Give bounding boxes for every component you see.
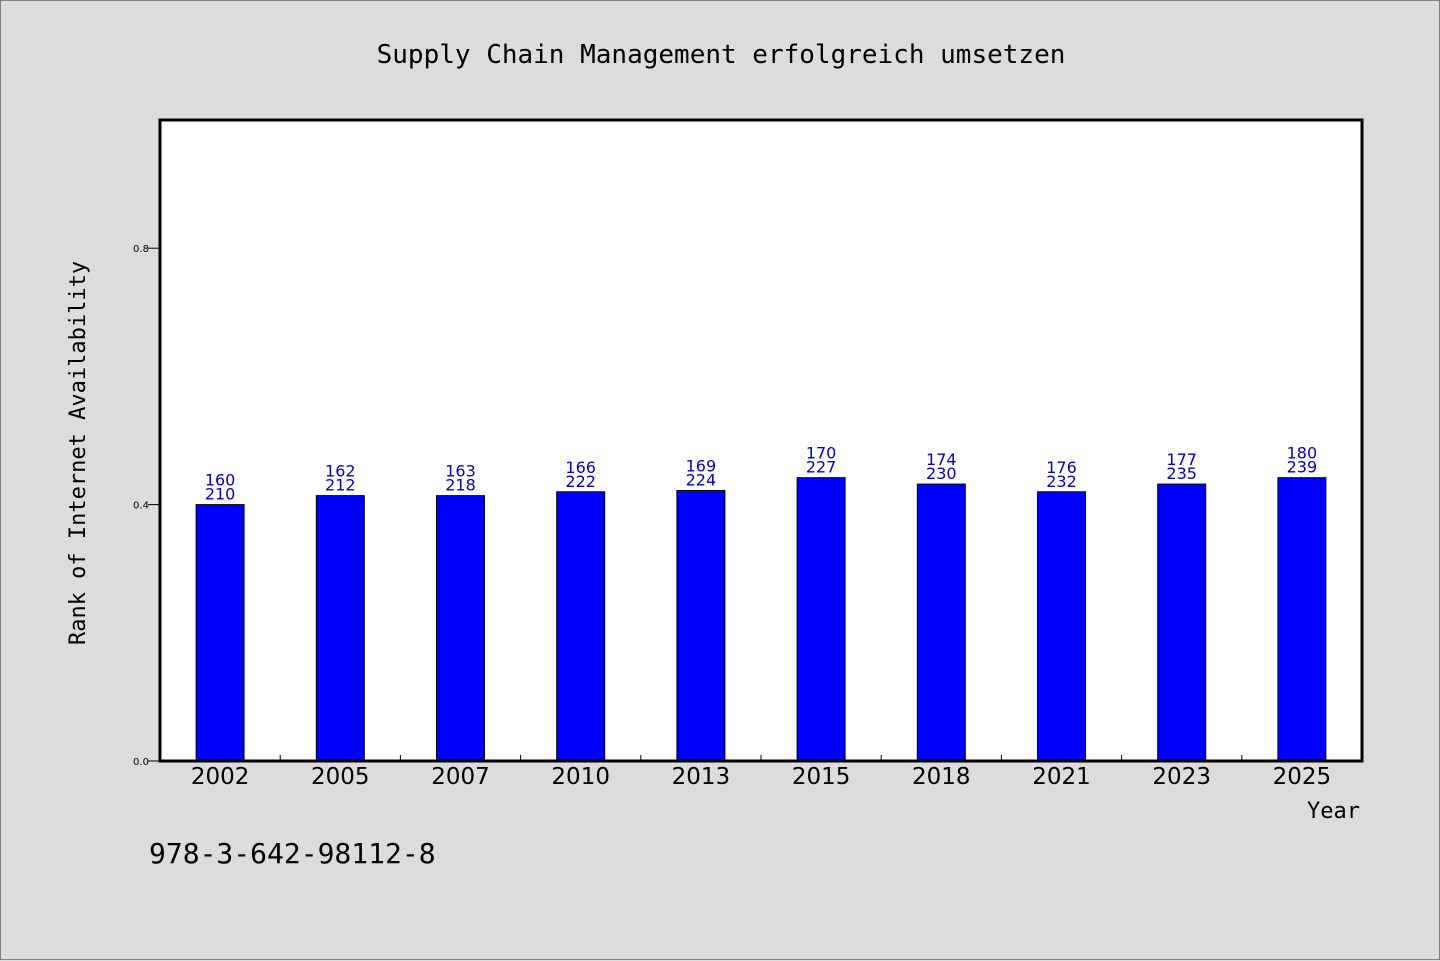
bar-2023 xyxy=(1157,483,1207,762)
bar-2007 xyxy=(436,495,485,762)
y-axis-label: Rank of Internet Availability xyxy=(66,261,91,645)
bar-2010 xyxy=(556,491,606,762)
data-label-bottom: 235 xyxy=(1166,464,1197,483)
data-label-bottom: 224 xyxy=(686,470,717,489)
bar-2015 xyxy=(796,477,846,762)
y-ticks-group: 0.0 0.4 0.8 xyxy=(133,244,160,768)
plot-border xyxy=(158,118,1364,763)
data-label-top: 180 xyxy=(1287,444,1318,463)
x-tick-label: 2025 xyxy=(1273,764,1332,790)
data-label-top: 176 xyxy=(1046,458,1077,477)
bar-2013 xyxy=(676,489,726,762)
x-tick-label: 2010 xyxy=(551,764,610,790)
data-label-top: 169 xyxy=(686,456,717,475)
data-label-bottom: 222 xyxy=(565,472,596,491)
y-tick-label: 0.8 xyxy=(133,244,149,255)
x-ticks-group: 2002 2005 2007 2010 2013 2015 2018 2021 2023 2025 xyxy=(191,755,1331,790)
x-tick-label: 2005 xyxy=(311,764,370,790)
chart-title: Supply Chain Management erfolgreich umse… xyxy=(377,40,1066,70)
x-axis-label: Year xyxy=(1307,799,1360,824)
x-tick-label: 2015 xyxy=(792,764,851,790)
bar-2002 xyxy=(195,504,245,762)
bar-2018 xyxy=(916,483,966,762)
data-label-top: 174 xyxy=(926,450,957,469)
bar-2025 xyxy=(1277,477,1327,762)
x-tick-label: 2002 xyxy=(191,764,250,790)
data-label-bottom: 210 xyxy=(205,485,236,504)
bar-2005 xyxy=(315,495,365,762)
data-label-bottom: 239 xyxy=(1287,458,1318,477)
data-label-top: 166 xyxy=(565,458,596,477)
data-label-top: 177 xyxy=(1166,450,1197,469)
x-tick-label: 2007 xyxy=(431,764,490,790)
data-label-top: 162 xyxy=(325,462,356,481)
y-tick-label: 0.4 xyxy=(133,501,149,512)
bars-group xyxy=(195,477,1327,762)
data-label-bottom: 227 xyxy=(806,458,837,477)
x-tick-label: 2023 xyxy=(1152,764,1211,790)
data-label-top: 163 xyxy=(445,462,476,481)
data-label-bottom: 212 xyxy=(325,476,356,495)
bar-2021 xyxy=(1037,491,1086,762)
data-label-bottom: 218 xyxy=(445,476,476,495)
data-label-bottom: 232 xyxy=(1046,472,1077,491)
x-tick-label: 2018 xyxy=(912,764,971,790)
x-tick-label: 2013 xyxy=(672,764,731,790)
y-tick-label: 0.0 xyxy=(133,757,149,768)
data-label-top: 170 xyxy=(806,444,837,463)
footnote-isbn: 978-3-642-98112-8 xyxy=(149,837,436,870)
x-tick-label: 2021 xyxy=(1032,764,1091,790)
data-label-bottom: 230 xyxy=(926,464,957,483)
data-label-top: 160 xyxy=(205,471,236,490)
